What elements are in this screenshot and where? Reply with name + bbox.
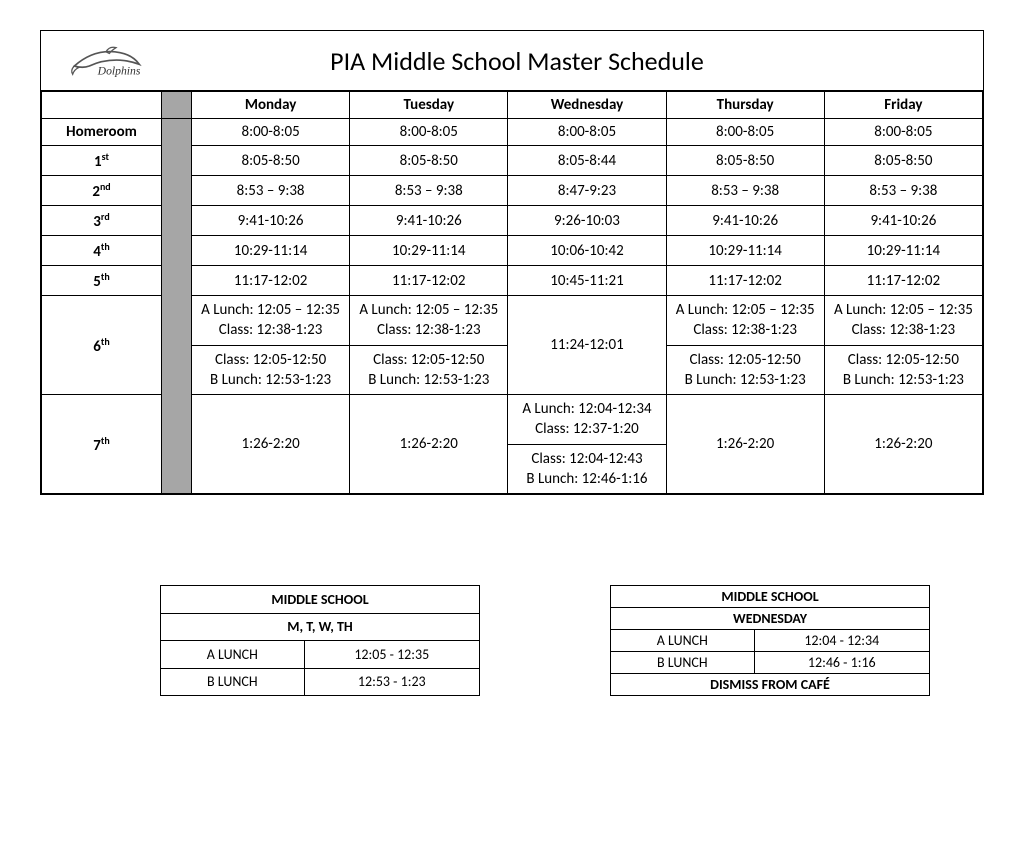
period-3-label: 3rd [42,206,162,236]
cell: Class: 12:05-12:50B Lunch: 12:53-1:23 [192,345,350,395]
dolphins-logo: Dolphins [41,37,191,85]
cell: 8:00-8:05 [192,119,350,146]
cell: 8:05-8:50 [666,146,824,176]
cell: A Lunch: 12:05 – 12:35Class: 12:38-1:23 [350,296,508,346]
period-4-label: 4th [42,236,162,266]
cell: Class: 12:04-12:43B Lunch: 12:46-1:16 [508,444,666,494]
row-homeroom: Homeroom 8:00-8:05 8:00-8:05 8:00-8:05 8… [42,119,983,146]
cell: 10:45-11:21 [508,266,666,296]
cell: 9:41-10:26 [666,206,824,236]
title-row: Dolphins PIA Middle School Master Schedu… [41,31,983,91]
cell: 10:29-11:14 [824,236,982,266]
cell: 8:53 – 9:38 [192,176,350,206]
cell: 8:00-8:05 [350,119,508,146]
cell: 1:26-2:20 [824,395,982,494]
cell: 1:26-2:20 [192,395,350,494]
summary2-row1-time: 12:46 - 1:16 [754,652,929,674]
summary1-row0-time: 12:05 - 12:35 [304,641,479,669]
cell: 8:05-8:44 [508,146,666,176]
cell: 8:53 – 9:38 [824,176,982,206]
cell: A Lunch: 12:05 – 12:35Class: 12:38-1:23 [192,296,350,346]
cell: 11:17-12:02 [666,266,824,296]
summary2-row1-label: B LUNCH [611,652,755,674]
summary2-row0-time: 12:04 - 12:34 [754,630,929,652]
cell: 10:29-11:14 [350,236,508,266]
svg-text:Dolphins: Dolphins [97,64,141,77]
col-tue: Tuesday [350,92,508,119]
summary2-row0-label: A LUNCH [611,630,755,652]
spacer-header [162,92,192,119]
summary1-title: MIDDLE SCHOOL [161,586,480,614]
cell: 8:00-8:05 [666,119,824,146]
header-row: Monday Tuesday Wednesday Thursday Friday [42,92,983,119]
summary1-sub: M, T, W, TH [161,613,480,641]
period-5-label: 5th [42,266,162,296]
cell: 8:05-8:50 [350,146,508,176]
lunch-summary-regular: MIDDLE SCHOOL M, T, W, TH A LUNCH 12:05 … [160,585,480,696]
summary1-row0-label: A LUNCH [161,641,305,669]
lunch-summary-wednesday: MIDDLE SCHOOL WEDNESDAY A LUNCH 12:04 - … [610,585,930,696]
cell: 8:05-8:50 [192,146,350,176]
col-fri: Friday [824,92,982,119]
cell: 8:00-8:05 [508,119,666,146]
cell: 11:24-12:01 [508,296,666,395]
col-mon: Monday [192,92,350,119]
schedule-grid: Monday Tuesday Wednesday Thursday Friday… [41,91,983,494]
cell: 9:41-10:26 [350,206,508,236]
summary2-sub: WEDNESDAY [611,608,930,630]
summary2-footer: DISMISS FROM CAFÉ [611,674,930,696]
lunch-summary-wrap: MIDDLE SCHOOL M, T, W, TH A LUNCH 12:05 … [40,585,984,696]
cell: 9:41-10:26 [192,206,350,236]
cell: 11:17-12:02 [824,266,982,296]
cell: 10:29-11:14 [666,236,824,266]
col-thu: Thursday [666,92,824,119]
cell: 8:05-8:50 [824,146,982,176]
cell: Class: 12:05-12:50B Lunch: 12:53-1:23 [350,345,508,395]
period-1-label: 1st [42,146,162,176]
summary2-title: MIDDLE SCHOOL [611,586,930,608]
cell: A Lunch: 12:05 – 12:35Class: 12:38-1:23 [666,296,824,346]
cell: A Lunch: 12:04-12:34Class: 12:37-1:20 [508,395,666,445]
cell: 8:47-9:23 [508,176,666,206]
period-6-label: 6th [42,296,162,395]
cell: 9:26-10:03 [508,206,666,236]
cell: 1:26-2:20 [350,395,508,494]
cell: 11:17-12:02 [192,266,350,296]
cell: 8:53 – 9:38 [350,176,508,206]
cell: 10:29-11:14 [192,236,350,266]
page-title: PIA Middle School Master Schedule [191,45,983,77]
cell: 11:17-12:02 [350,266,508,296]
summary1-row1-label: B LUNCH [161,668,305,696]
master-schedule-table: Dolphins PIA Middle School Master Schedu… [40,30,984,495]
spacer-col [162,119,192,494]
period-homeroom-label: Homeroom [42,119,162,146]
period-2-label: 2nd [42,176,162,206]
period-7-label: 7th [42,395,162,494]
col-wed: Wednesday [508,92,666,119]
cell: 9:41-10:26 [824,206,982,236]
cell: 10:06-10:42 [508,236,666,266]
header-period-blank [42,92,162,119]
summary1-row1-time: 12:53 - 1:23 [304,668,479,696]
cell: 1:26-2:20 [666,395,824,494]
cell: 8:53 – 9:38 [666,176,824,206]
cell: Class: 12:05-12:50B Lunch: 12:53-1:23 [824,345,982,395]
cell: A Lunch: 12:05 – 12:35Class: 12:38-1:23 [824,296,982,346]
cell: 8:00-8:05 [824,119,982,146]
cell: Class: 12:05-12:50B Lunch: 12:53-1:23 [666,345,824,395]
